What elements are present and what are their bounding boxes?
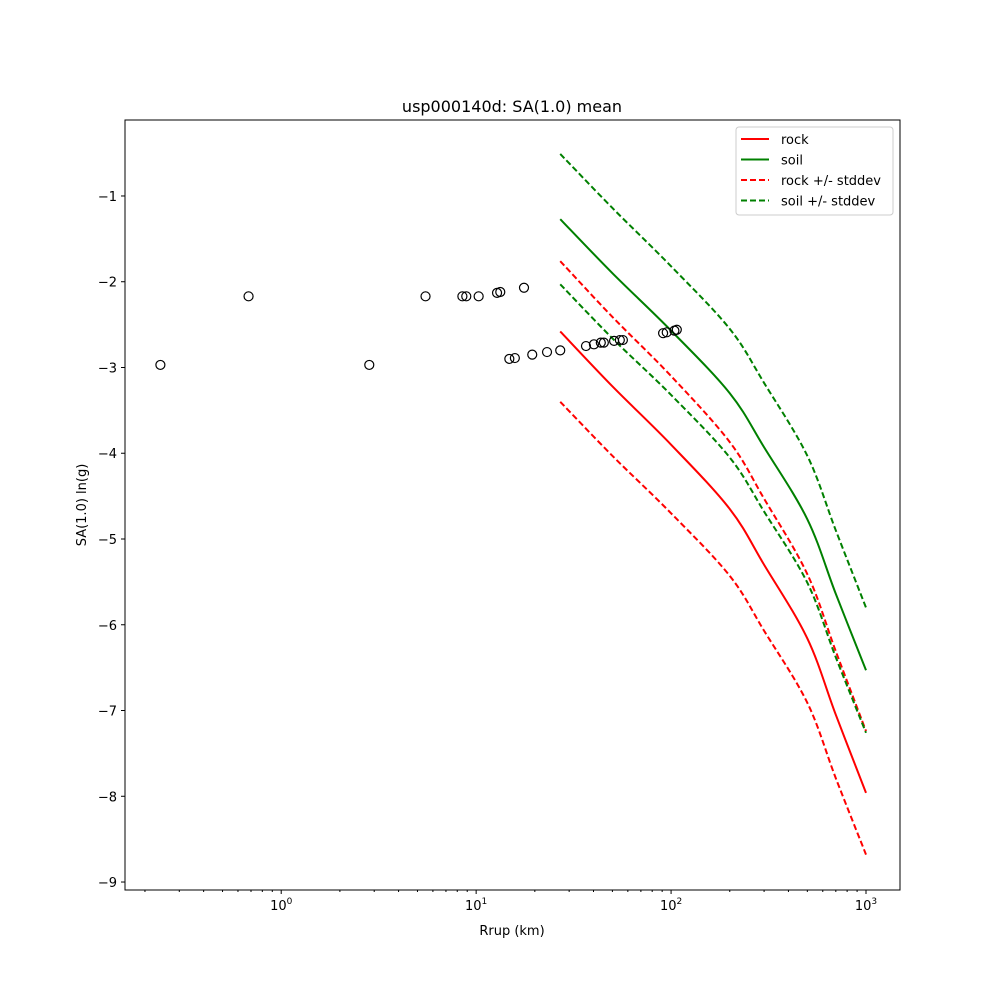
data-point: [671, 324, 682, 335]
data-point: [617, 334, 628, 346]
y-tick-label: −6: [98, 619, 117, 634]
y-tick-label: −7: [98, 705, 117, 720]
y-tick-label: −3: [98, 361, 117, 376]
y-tick-label: −1: [98, 190, 117, 205]
data-point: [580, 340, 592, 352]
x-tick-label: 101: [465, 897, 487, 914]
data-point: [420, 291, 431, 302]
data-point: [541, 346, 553, 358]
data-point: [504, 353, 515, 365]
data-point: [495, 286, 506, 298]
y-tick-label: −5: [98, 533, 117, 548]
legend-box: [735, 126, 894, 216]
data-point: [155, 359, 166, 371]
x-tick-label: 102: [660, 897, 682, 914]
data-point: [243, 291, 254, 302]
series-line-rock-stddev: [559, 260, 867, 732]
x-tick-label: 103: [855, 897, 877, 914]
y-tick-label: −4: [98, 447, 117, 462]
legend-label: soil +/- stddev: [781, 195, 876, 210]
series-line-rock: [559, 330, 867, 794]
series-line-soil-stddev: [559, 153, 867, 608]
legend-label: rock: [781, 133, 809, 148]
legend-label: rock +/- stddev: [781, 174, 881, 189]
data-point: [364, 359, 375, 371]
series-line-rock-stddev-lower: [559, 401, 867, 855]
data-point: [555, 345, 566, 356]
y-tick-label: −2: [98, 276, 117, 291]
data-point: [598, 337, 609, 348]
y-axis: −1 −2 −3 −4 −5 −6 −7 −8 −9: [98, 190, 125, 891]
y-tick-label: −9: [98, 876, 117, 891]
axes-frame: [124, 119, 901, 891]
x-axis-label: Rrup (km): [479, 924, 544, 939]
data-point: [518, 282, 530, 293]
data-point: [588, 339, 600, 350]
data-point: [509, 352, 520, 364]
x-tick-label: 100: [270, 897, 293, 914]
y-axis-label: SA(1.0) ln(g): [75, 464, 90, 547]
plot-area: [155, 153, 867, 855]
data-point: [527, 349, 538, 360]
chart-title: usp000140d: SA(1.0) mean: [402, 97, 622, 116]
data-point: [661, 327, 672, 338]
y-tick-label: −8: [98, 790, 117, 805]
x-axis: 100 101 102 103: [144, 890, 877, 914]
legend-label: soil: [781, 154, 803, 169]
data-point: [595, 337, 606, 348]
legend: rock soil rock +/- stddev soil +/- stddev: [735, 126, 894, 216]
data-point: [461, 291, 472, 302]
data-point: [657, 328, 669, 339]
series-line-soil: [559, 218, 867, 671]
data-point: [614, 334, 625, 346]
data-point: [473, 291, 484, 302]
data-point: [457, 291, 468, 302]
series-line-soil-stddev-lower: [559, 283, 867, 734]
